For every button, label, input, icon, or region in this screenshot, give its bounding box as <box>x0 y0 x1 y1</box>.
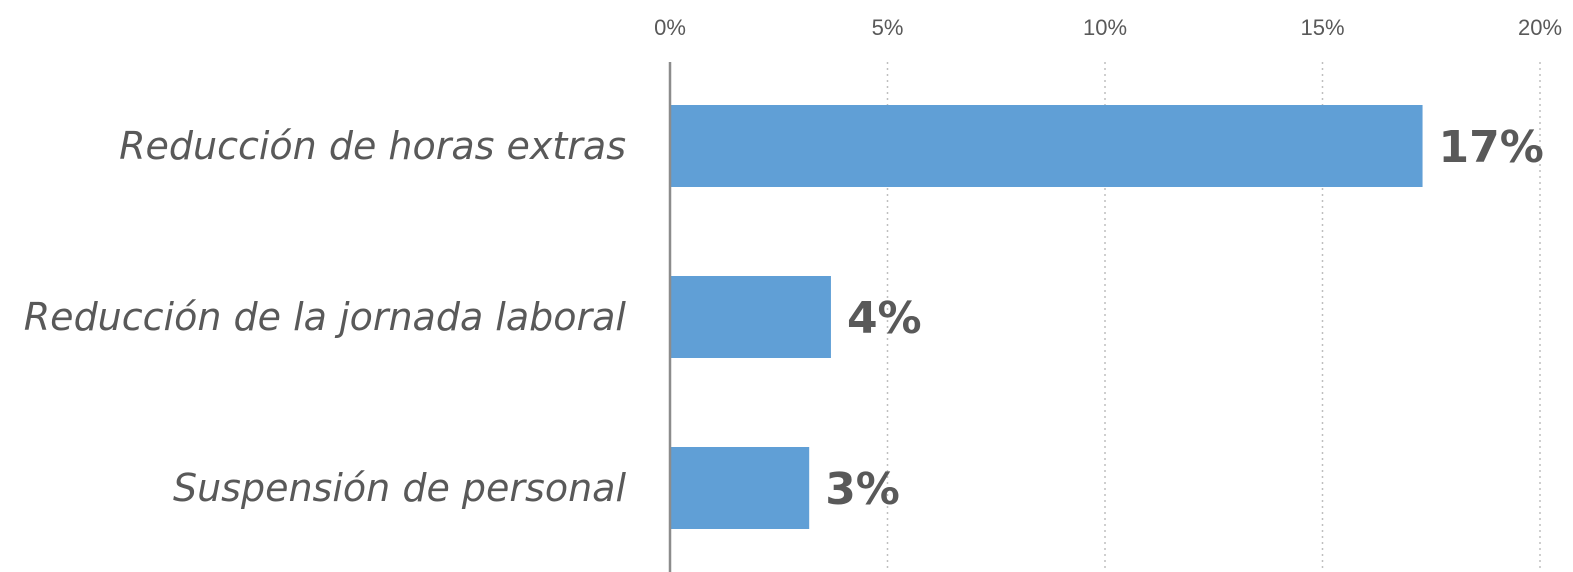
data-label-1: 4% <box>847 293 922 344</box>
bar-0 <box>670 105 1423 187</box>
x-tick-label-0: 0% <box>654 15 686 40</box>
data-labels: 17% 4% 3% <box>825 122 1544 515</box>
data-label-2: 3% <box>825 464 900 515</box>
category-label-1: Reducción de la jornada laboral <box>24 295 627 339</box>
category-label-2: Suspensión de personal <box>173 466 626 510</box>
category-label-0: Reducción de horas extras <box>119 124 626 168</box>
x-tick-label-3: 15% <box>1300 15 1344 40</box>
data-label-0: 17% <box>1439 122 1544 173</box>
category-labels: Reducción de horas extras Reducción de la… <box>24 124 627 510</box>
x-tick-label-2: 10% <box>1083 15 1127 40</box>
bar-2 <box>670 447 810 529</box>
x-tick-label-1: 5% <box>872 15 904 40</box>
bar-1 <box>670 276 831 358</box>
x-axis-tick-labels: 0% 5% 10% 15% 20% <box>654 15 1562 40</box>
x-tick-label-4: 20% <box>1518 15 1562 40</box>
bars <box>670 105 1423 529</box>
